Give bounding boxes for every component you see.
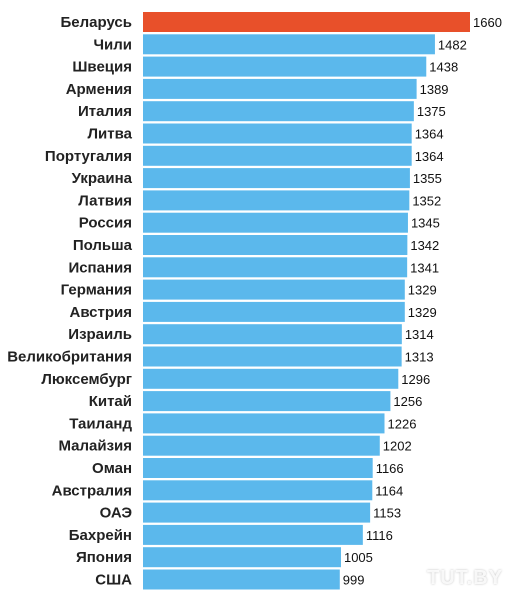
value-label: 1375 (417, 104, 446, 119)
value-label: 1329 (408, 305, 437, 320)
category-label: Украина (72, 170, 133, 187)
category-labels: Беларусь Чили Швеция Армения Италия Литва Порт… (7, 14, 132, 589)
bar (143, 569, 340, 590)
watermark-logo: TUT.BY (427, 567, 503, 589)
value-label: 1202 (383, 439, 412, 454)
value-label: 1226 (388, 416, 417, 431)
bar (143, 212, 408, 233)
value-label: 1345 (411, 216, 440, 231)
bar (143, 279, 405, 300)
category-label: Великобритания (7, 349, 132, 366)
bars-group (143, 12, 470, 590)
value-label: 1482 (438, 37, 467, 52)
value-labels: 1660 1482 1438 1389 1375 1364 1364 1355 1352 1345… (343, 15, 502, 588)
bar (143, 458, 373, 478)
bar (143, 480, 373, 501)
value-label: 1660 (473, 15, 502, 30)
value-label: 1166 (376, 461, 404, 476)
bar (143, 145, 412, 166)
bar (143, 34, 435, 55)
category-label: Люксембург (41, 371, 132, 388)
bar (143, 78, 417, 99)
value-label: 1364 (415, 127, 444, 142)
bar (143, 524, 363, 545)
bar (143, 346, 402, 367)
value-label: 999 (343, 573, 365, 588)
value-label: 1341 (410, 260, 439, 275)
category-label: Литва (88, 126, 133, 143)
category-label: Швеция (72, 59, 132, 76)
bar (143, 190, 410, 211)
category-label: Таиланд (69, 415, 132, 432)
category-label: Польша (73, 237, 133, 254)
category-label: Чили (93, 36, 132, 53)
category-label: Оман (92, 460, 132, 477)
value-label: 1329 (408, 283, 437, 298)
value-label: 1314 (405, 327, 434, 342)
value-label: 1153 (373, 506, 401, 521)
bar (143, 502, 371, 523)
category-label: США (95, 572, 132, 589)
category-label: Беларусь (61, 14, 133, 31)
bar (143, 12, 470, 32)
bar (143, 257, 408, 278)
bar (143, 101, 414, 122)
bar (143, 123, 412, 144)
value-label: 1364 (415, 149, 444, 164)
category-label: Россия (79, 215, 132, 232)
bar (143, 235, 408, 255)
bar (143, 547, 341, 568)
bar (143, 301, 405, 322)
category-label: Германия (61, 282, 132, 299)
bar (143, 368, 399, 389)
bar (143, 56, 427, 77)
value-label: 1116 (366, 528, 393, 543)
value-label: 1313 (405, 350, 434, 365)
category-label: Армения (66, 81, 132, 98)
category-label: Латвия (78, 192, 132, 209)
category-label: Малайзия (58, 438, 132, 455)
category-label: Бахрейн (69, 527, 132, 544)
category-label: Австралия (52, 482, 132, 499)
value-label: 1352 (412, 193, 441, 208)
bar (143, 324, 402, 345)
category-label: Италия (78, 103, 132, 120)
category-label: Испания (68, 259, 132, 276)
bar (143, 391, 391, 412)
category-label: Австрия (69, 304, 132, 321)
value-label: 1355 (413, 171, 442, 186)
value-label: 1389 (420, 82, 449, 97)
value-label: 1164 (375, 483, 403, 498)
category-label: Португалия (45, 148, 132, 165)
category-label: ОАЭ (100, 505, 133, 522)
category-label: Япония (76, 549, 132, 566)
category-label: Израиль (68, 326, 132, 343)
bar (143, 168, 410, 189)
value-label: 1342 (410, 238, 439, 253)
bar (143, 413, 385, 434)
bar (143, 435, 380, 456)
value-label: 1005 (344, 550, 373, 565)
value-label: 1296 (401, 372, 430, 387)
value-label: 1438 (429, 60, 458, 75)
category-label: Китай (89, 393, 132, 410)
value-label: 1256 (393, 394, 422, 409)
